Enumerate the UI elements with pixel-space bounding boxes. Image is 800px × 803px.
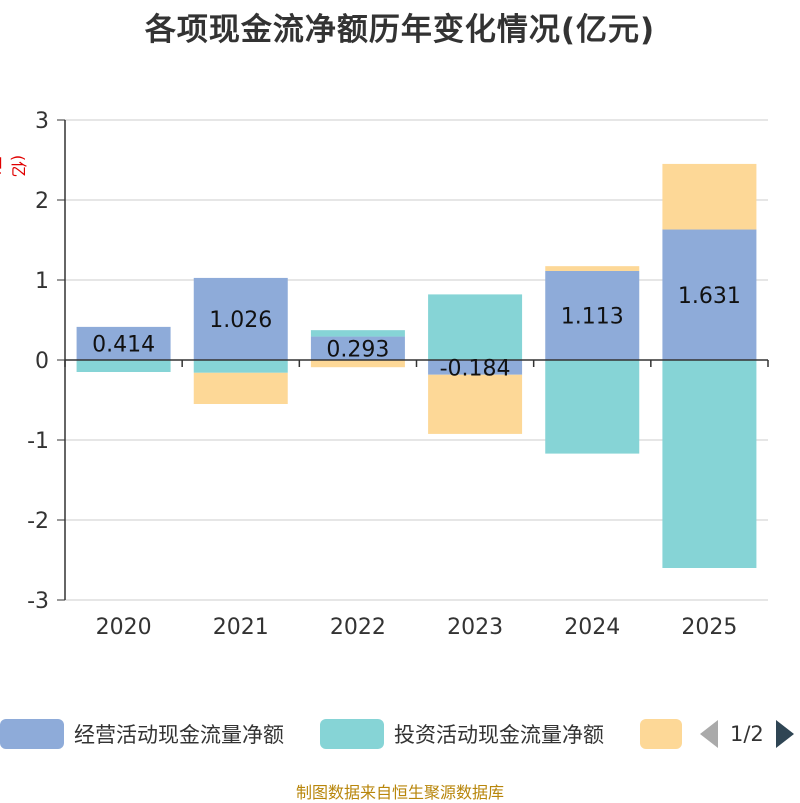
chart-title: 各项现金流净额历年变化情况(亿元) — [144, 12, 656, 48]
bar-series0-2023 — [428, 360, 523, 375]
bar-series1-2021 — [193, 360, 288, 373]
y-tick-label: 0 — [35, 349, 49, 374]
bar-series0-2020 — [76, 326, 171, 360]
legend-swatch-investing — [320, 719, 384, 749]
y-tick-label: 2 — [35, 189, 49, 214]
legend-pager: 1/2 — [700, 716, 794, 752]
bar-series2-2021 — [193, 372, 288, 404]
legend-label-operating: 经营活动现金流量净额 — [74, 723, 284, 747]
x-tick-label-2023: 2023 — [447, 615, 503, 640]
y-tick-label: -2 — [27, 509, 49, 534]
x-tick-label-2020: 2020 — [96, 615, 152, 640]
x-tick-label-2025: 2025 — [681, 615, 737, 640]
bar-series1-2020 — [76, 360, 171, 372]
legend-next-page-icon[interactable] — [775, 720, 794, 748]
legend-swatch-financing — [640, 719, 682, 749]
x-tick-label-2024: 2024 — [564, 615, 620, 640]
y-tick-label: 1 — [35, 269, 49, 294]
bar-series0-2022 — [310, 336, 405, 360]
legend-prev-page-icon[interactable] — [700, 720, 718, 748]
bar-series1-2022 — [310, 330, 405, 337]
data-label-2024: 1.113 — [561, 304, 624, 329]
y-tick-label: -1 — [27, 429, 49, 454]
x-tick-label-2021: 2021 — [213, 615, 269, 640]
data-label-2022: 0.293 — [326, 337, 389, 362]
bar-series1-2023 — [428, 294, 523, 360]
y-tick-label: -3 — [27, 589, 49, 614]
data-label-2025: 1.631 — [678, 284, 741, 309]
bar-series2-2023 — [428, 374, 523, 434]
data-label-2020: 0.414 — [92, 332, 155, 357]
legend-label-investing: 投资活动现金流量净额 — [394, 723, 604, 747]
legend-item-financing[interactable] — [640, 716, 682, 752]
legend-item-investing[interactable]: 投资活动现金流量净额 — [320, 716, 604, 752]
data-source-note: 制图数据来自恒生聚源数据库 — [295, 783, 504, 802]
bar-series2-2022 — [310, 360, 405, 368]
x-tick-label-2022: 2022 — [330, 615, 386, 640]
legend-page-indicator: 1/2 — [730, 722, 764, 746]
legend-item-operating[interactable]: 经营活动现金流量净额 — [0, 716, 284, 752]
data-label-2023: -0.184 — [440, 356, 511, 381]
bar-series1-2025 — [662, 360, 757, 568]
y-tick-label: 3 — [35, 109, 49, 134]
data-label-2021: 1.026 — [209, 308, 272, 333]
bar-series0-2024 — [545, 270, 640, 360]
bar-series1-2024 — [545, 360, 640, 454]
bar-series0-2021 — [193, 277, 288, 360]
bar-series2-2024 — [545, 266, 640, 271]
bar-series2-2025 — [662, 163, 757, 230]
legend-swatch-operating — [0, 719, 64, 749]
bar-series0-2025 — [662, 229, 757, 360]
